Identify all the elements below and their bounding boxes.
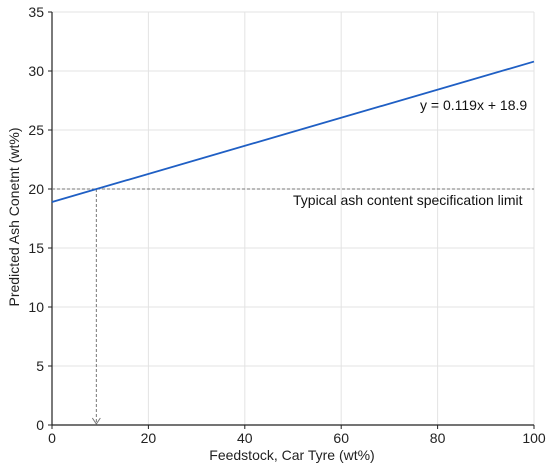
- x-tick-label: 100: [522, 430, 546, 446]
- x-tick-label: 0: [48, 430, 56, 446]
- y-tick-label: 0: [36, 417, 44, 433]
- equation-label: y = 0.119x + 18.9: [420, 97, 527, 113]
- x-tick-label: 20: [141, 430, 157, 446]
- y-tick-label: 20: [28, 181, 44, 197]
- axes: [51, 12, 534, 426]
- y-tick-label: 5: [36, 358, 44, 374]
- y-tick-label: 10: [28, 299, 44, 315]
- series-line: [51, 60, 535, 203]
- x-tick-label: 40: [237, 430, 253, 446]
- x-axis-title: Feedstock, Car Tyre (wt%): [209, 447, 374, 463]
- y-tick-labels: 0 5 10 15 20 25 30 35: [28, 4, 52, 433]
- reference-lines: [52, 188, 534, 425]
- y-tick-label: 35: [28, 4, 44, 20]
- y-axis-title: Predicted Ash Conetnt (wt%): [6, 128, 22, 307]
- x-tick-label: 80: [430, 430, 446, 446]
- y-tick-label: 30: [28, 63, 44, 79]
- series-layer: [51, 60, 535, 203]
- x-tick-labels: 0 20 40 60 80 100: [48, 425, 546, 446]
- y-tick-label: 15: [28, 240, 44, 256]
- y-tick-label: 25: [28, 122, 44, 138]
- x-tick-label: 60: [333, 430, 349, 446]
- drop-line-arrow: [91, 417, 101, 425]
- reference-line-label: Typical ash content specification limit: [293, 192, 523, 208]
- grid-lines: [52, 11, 535, 425]
